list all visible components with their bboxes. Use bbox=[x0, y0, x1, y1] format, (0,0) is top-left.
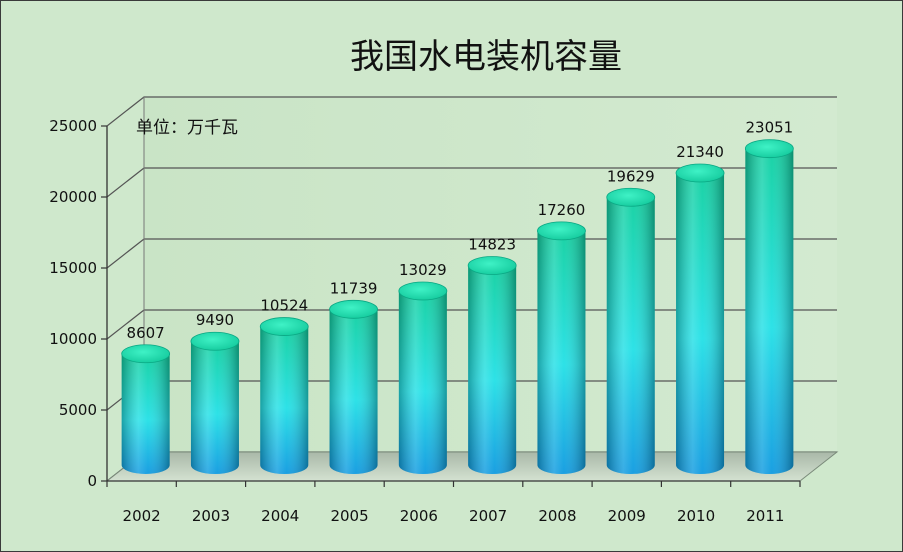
bar-shading bbox=[329, 309, 378, 474]
bar-top bbox=[467, 256, 517, 275]
x-tick-label: 2004 bbox=[261, 507, 299, 525]
bar-shading bbox=[121, 353, 170, 474]
data-label: 9490 bbox=[196, 311, 234, 329]
data-label: 23051 bbox=[745, 119, 793, 137]
bar-top bbox=[398, 281, 448, 301]
bar-shading bbox=[260, 326, 309, 474]
y-tick-label: 20000 bbox=[49, 188, 97, 206]
bar bbox=[190, 331, 240, 474]
y-tick-label: 0 bbox=[87, 472, 97, 490]
x-tick-label: 2010 bbox=[677, 507, 715, 525]
bar-shading bbox=[468, 265, 517, 474]
bar bbox=[467, 256, 517, 474]
data-label: 21340 bbox=[676, 143, 724, 161]
bar bbox=[259, 317, 309, 474]
x-tick-label: 2005 bbox=[330, 507, 368, 525]
data-label: 19629 bbox=[607, 167, 655, 185]
data-label: 13029 bbox=[399, 261, 447, 279]
bar-top bbox=[329, 299, 378, 319]
bar-top bbox=[537, 221, 586, 241]
bar-top bbox=[121, 344, 171, 364]
data-label: 10524 bbox=[260, 297, 308, 315]
x-tick-label: 2009 bbox=[608, 507, 646, 525]
bar bbox=[329, 299, 378, 474]
bar bbox=[606, 187, 656, 475]
data-label: 14823 bbox=[468, 236, 516, 254]
unit-label: 单位：万千瓦 bbox=[136, 118, 238, 138]
data-label: 8607 bbox=[127, 324, 165, 342]
chart-title: 我国水电装机容量 bbox=[350, 37, 622, 77]
bar bbox=[537, 221, 586, 474]
bar-shading bbox=[190, 341, 239, 474]
bar-top bbox=[259, 317, 309, 336]
bar-top bbox=[675, 163, 725, 183]
bar-top bbox=[190, 331, 240, 351]
bar-shading bbox=[745, 148, 794, 475]
y-tick-label: 15000 bbox=[49, 259, 97, 277]
y-tick-label: 5000 bbox=[59, 401, 97, 419]
bar-top bbox=[606, 187, 656, 207]
data-label: 17260 bbox=[538, 201, 586, 219]
y-tick-label: 10000 bbox=[49, 330, 97, 348]
x-tick-label: 2008 bbox=[538, 507, 576, 525]
data-label: 11739 bbox=[330, 279, 378, 297]
bar-shading bbox=[537, 230, 586, 474]
x-tick-label: 2007 bbox=[469, 507, 507, 525]
bar bbox=[675, 163, 725, 475]
plot-area: 0 5000 10000 15000 20000 25000 8607 2002 9490 200… bbox=[49, 96, 839, 525]
bar bbox=[744, 139, 794, 475]
y-tick-label: 25000 bbox=[49, 117, 97, 135]
x-tick-label: 2002 bbox=[123, 507, 161, 525]
bar bbox=[121, 344, 171, 474]
bar-shading bbox=[398, 290, 447, 474]
x-tick-label: 2003 bbox=[192, 507, 230, 525]
bar bbox=[398, 281, 448, 474]
bar-top bbox=[744, 139, 794, 159]
bar-shading bbox=[676, 172, 725, 475]
x-tick-label: 2006 bbox=[400, 507, 438, 525]
bar-shading bbox=[606, 197, 655, 475]
x-tick-label: 2011 bbox=[746, 507, 784, 525]
